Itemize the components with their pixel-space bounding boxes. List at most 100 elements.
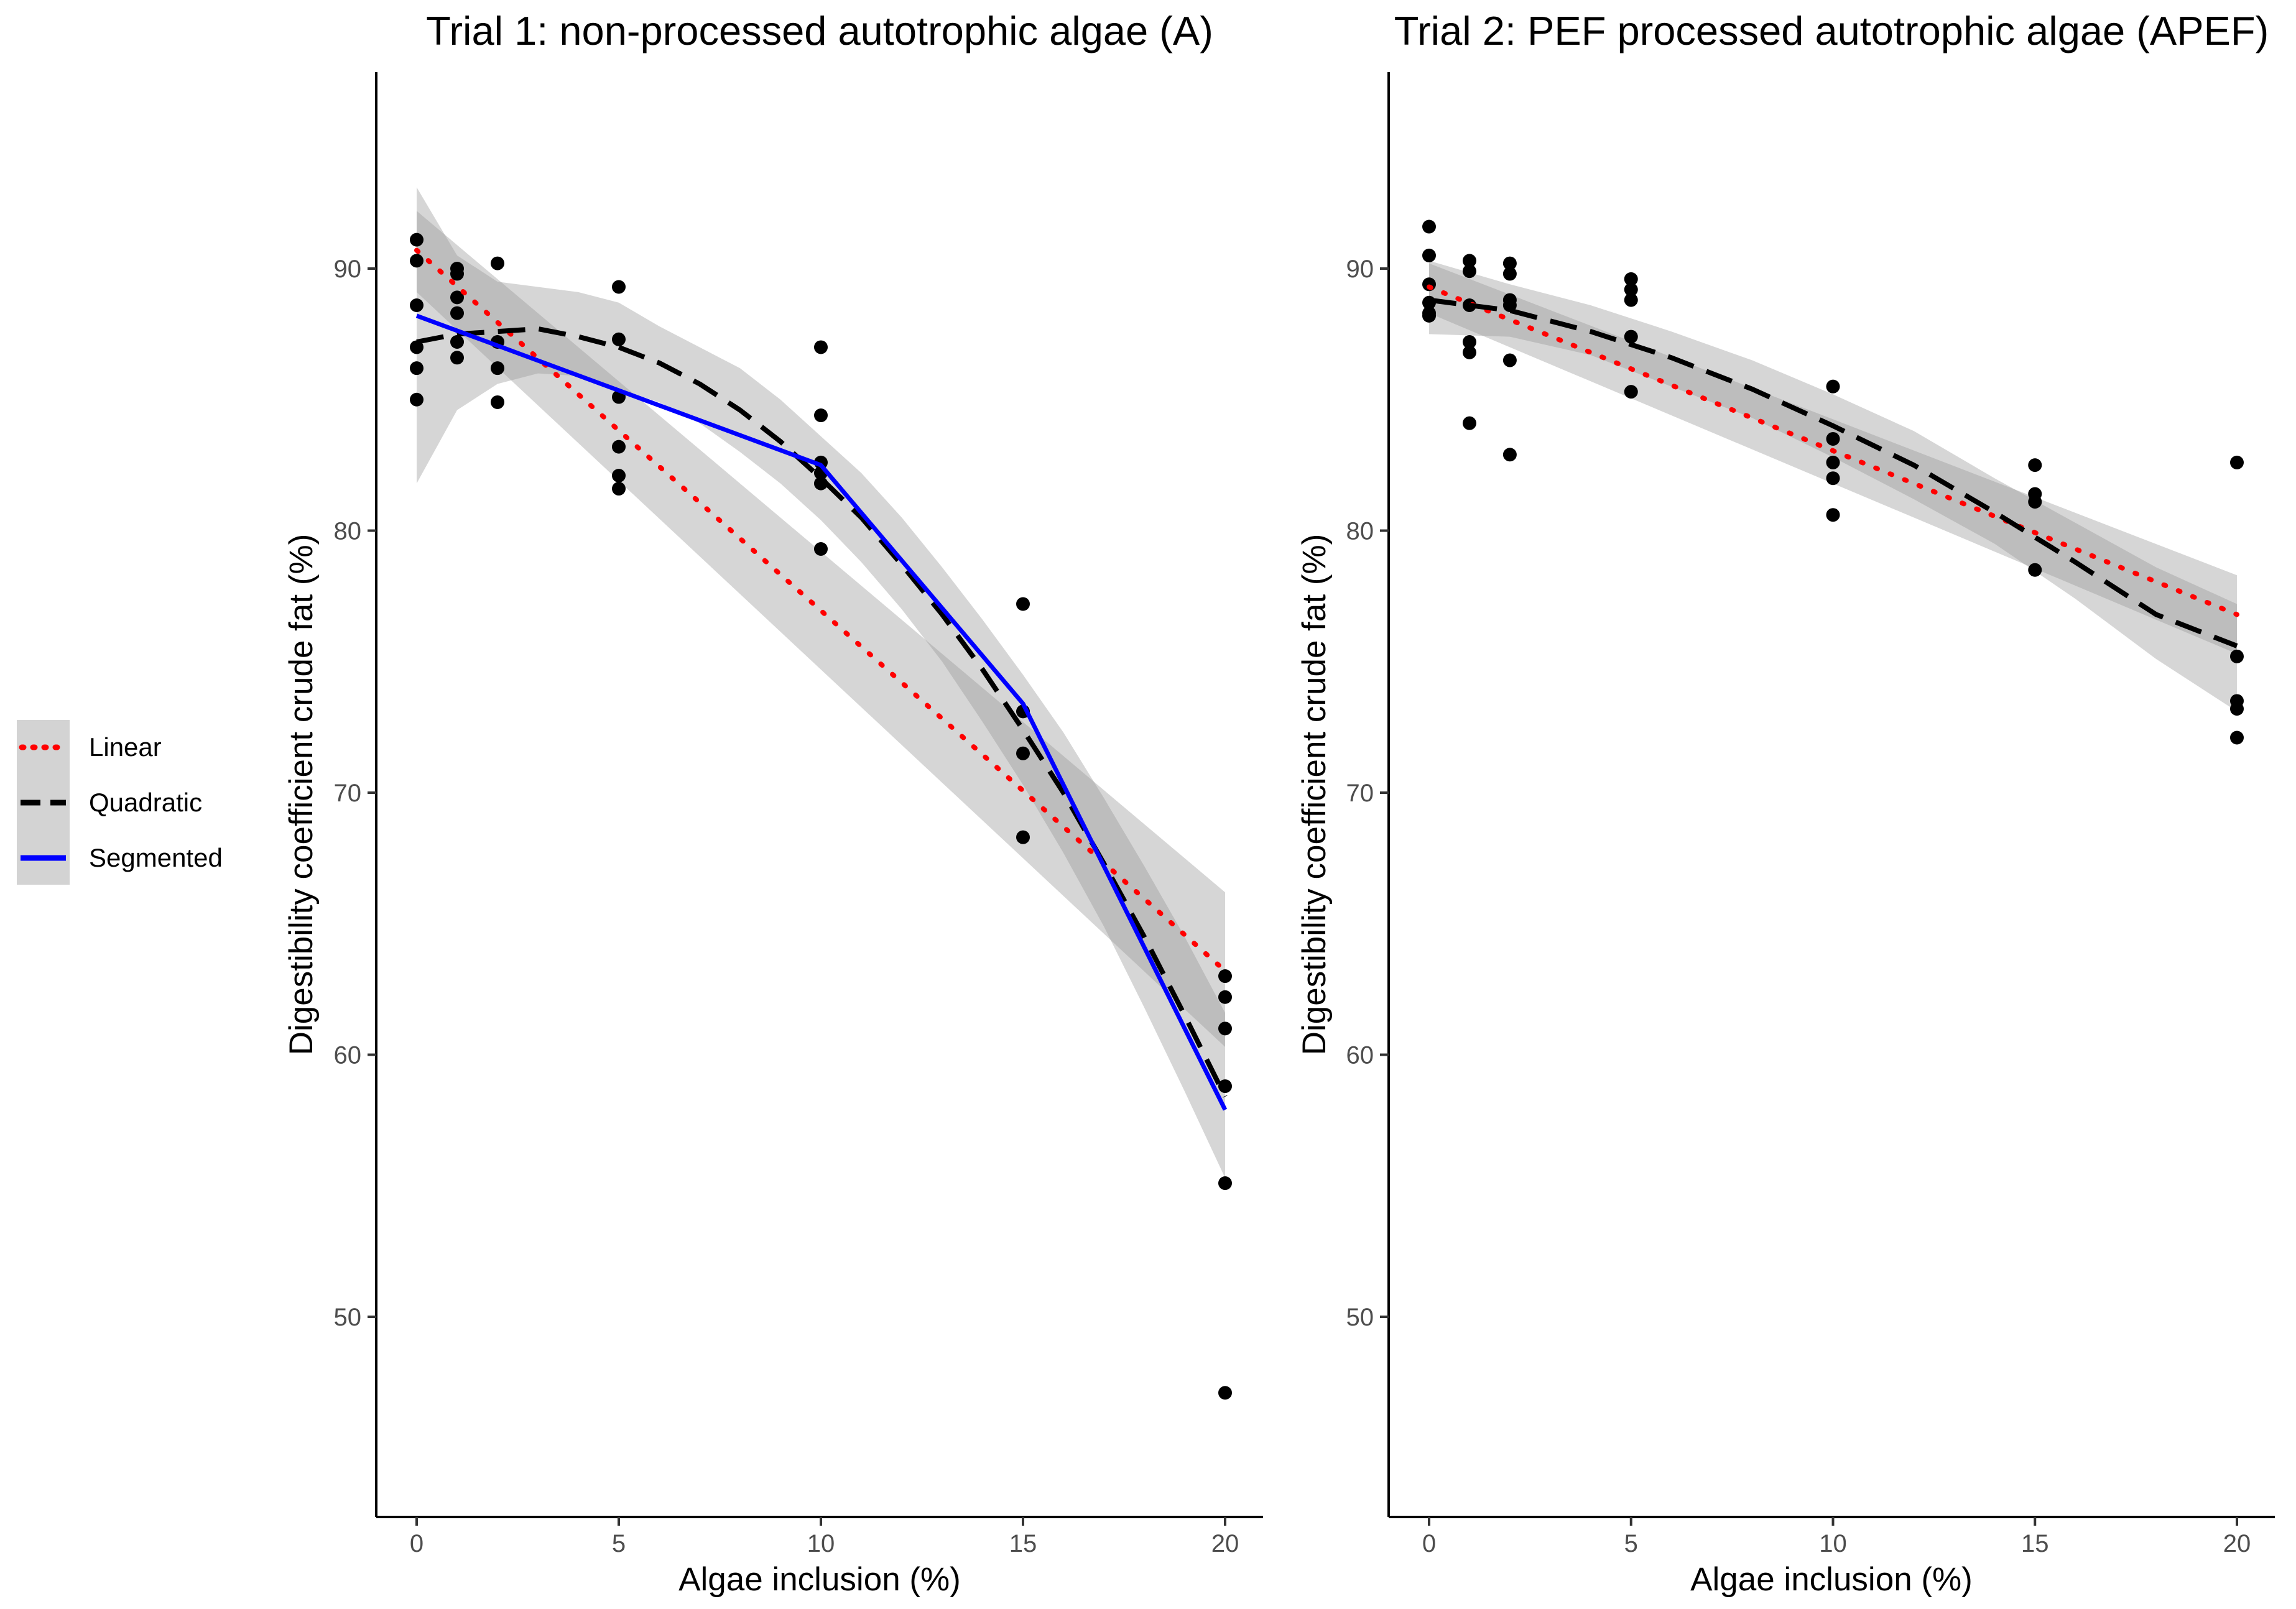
y-tick-label: 70	[334, 780, 362, 807]
legend: Linear Quadratic Segmented	[17, 720, 223, 885]
data-point	[1422, 248, 1436, 262]
linear-fit-line	[1427, 284, 2239, 617]
x-tick-label: 0	[1422, 1530, 1436, 1557]
data-point	[450, 351, 464, 365]
data-point	[1502, 267, 1517, 281]
legend-label-linear: Linear	[89, 732, 162, 762]
data-point	[491, 395, 504, 409]
data-point	[1826, 455, 1840, 469]
y-tick-label: 90	[1346, 256, 1374, 283]
panel-1-title: Trial 1: non-processed autotrophic algae…	[426, 8, 1213, 53]
panel-1-points	[410, 233, 1232, 1400]
data-point	[1462, 264, 1476, 279]
data-point	[612, 482, 626, 496]
x-tick-label: 10	[1819, 1530, 1847, 1557]
data-point	[1826, 379, 1840, 394]
data-point	[1218, 1176, 1232, 1191]
data-point	[1462, 345, 1476, 359]
legend-label-segmented: Segmented	[89, 843, 223, 872]
legend-label-quadratic: Quadratic	[89, 788, 202, 817]
data-point	[1016, 597, 1030, 611]
data-point	[491, 256, 504, 270]
x-tick-label: 20	[2223, 1530, 2251, 1557]
x-tick-label: 0	[410, 1530, 424, 1557]
data-point	[1624, 293, 1638, 307]
data-point	[1462, 335, 1476, 349]
data-point	[1624, 385, 1638, 399]
data-point	[814, 340, 828, 354]
data-point	[2230, 455, 2244, 469]
panel-1-fit-lines	[414, 247, 1228, 1111]
data-point	[1218, 1021, 1232, 1036]
y-tick-label: 90	[334, 256, 362, 283]
data-point	[2230, 702, 2244, 716]
data-point	[1422, 219, 1436, 234]
data-point	[2028, 458, 2042, 473]
data-point	[814, 408, 828, 423]
data-point	[410, 392, 424, 407]
quadratic-fit-line	[416, 326, 1228, 1098]
y-tick-label: 60	[334, 1042, 362, 1069]
data-point	[491, 361, 504, 376]
data-point	[450, 306, 464, 320]
x-tick-label: 15	[2021, 1530, 2049, 1557]
data-point	[612, 332, 626, 346]
data-point	[1016, 746, 1030, 760]
y-tick-label: 50	[334, 1304, 362, 1331]
data-point	[1826, 508, 1840, 522]
data-point	[1826, 431, 1840, 446]
panel-2-x-ticks: 0 5 10 15 20	[1422, 1517, 2251, 1557]
x-tick-label: 15	[1009, 1530, 1037, 1557]
y-tick-label: 80	[334, 518, 362, 545]
x-tick-label: 5	[1624, 1530, 1638, 1557]
data-point	[1218, 969, 1232, 984]
data-point	[2230, 649, 2244, 663]
panel-2-y-ticks: 50 60 70 80 90	[1346, 256, 1389, 1331]
data-point	[1422, 308, 1436, 323]
data-point	[1462, 298, 1476, 313]
panel-1-y-ticks: 50 60 70 80 90	[334, 256, 376, 1331]
panel-2-title: Trial 2: PEF processed autotrophic algae…	[1394, 8, 2269, 53]
data-point	[1624, 272, 1638, 286]
data-point	[1502, 298, 1517, 313]
x-tick-label: 5	[612, 1530, 626, 1557]
data-point	[2028, 563, 2042, 577]
data-point	[1462, 416, 1476, 430]
data-point	[1502, 256, 1517, 270]
data-point	[450, 267, 464, 281]
panel-1-y-axis-title: Digestibility coefficient crude fat (%)	[283, 534, 320, 1056]
panel-trial-1: Trial 1: non-processed autotrophic algae…	[283, 8, 1263, 1598]
linear-fit-line	[414, 247, 1228, 974]
data-point	[1462, 254, 1476, 268]
panel-trial-2: Trial 2: PEF processed autotrophic algae…	[1296, 8, 2275, 1598]
data-point	[410, 254, 424, 268]
panel-1-x-axis-title: Algae inclusion (%)	[678, 1561, 961, 1598]
data-point	[1826, 471, 1840, 486]
y-tick-label: 70	[1346, 780, 1374, 807]
panel-2-fit-lines	[1427, 284, 2239, 648]
data-point	[814, 542, 828, 556]
data-point	[2028, 495, 2042, 509]
data-point	[1218, 1386, 1232, 1400]
quadratic-fit-line	[1428, 297, 2238, 648]
x-tick-label: 10	[807, 1530, 835, 1557]
data-point	[410, 361, 424, 376]
segmented-fit-line	[415, 313, 1228, 1111]
data-point	[1016, 830, 1030, 844]
data-point	[410, 298, 424, 313]
panel-2-x-axis-title: Algae inclusion (%)	[1690, 1561, 1973, 1598]
data-point	[612, 280, 626, 294]
quadratic-confidence-band	[417, 187, 1225, 1178]
y-tick-label: 50	[1346, 1304, 1374, 1331]
y-tick-label: 60	[1346, 1042, 1374, 1069]
panel-2-y-axis-title: Digestibility coefficient crude fat (%)	[1296, 534, 1333, 1056]
data-point	[1624, 282, 1638, 297]
x-tick-label: 20	[1211, 1530, 1239, 1557]
data-point	[1218, 1079, 1232, 1094]
data-point	[612, 440, 626, 454]
data-point	[450, 290, 464, 305]
data-point	[1502, 353, 1517, 367]
panel-1-x-ticks: 0 5 10 15 20	[410, 1517, 1239, 1557]
